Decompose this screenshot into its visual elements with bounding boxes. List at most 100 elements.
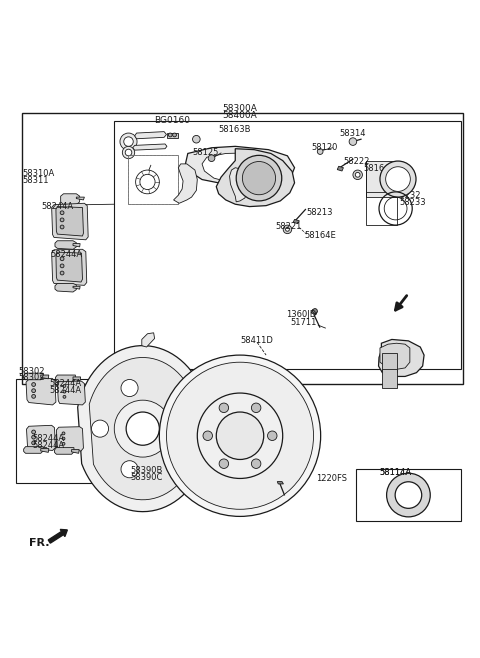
Circle shape (219, 403, 228, 413)
Circle shape (395, 482, 422, 509)
Polygon shape (229, 168, 249, 202)
Text: 58232: 58232 (394, 191, 420, 200)
Text: 58302: 58302 (18, 373, 45, 382)
Polygon shape (24, 373, 43, 380)
Text: FR.: FR. (29, 538, 49, 547)
Text: BG0160: BG0160 (154, 116, 190, 124)
Text: 58302: 58302 (18, 367, 45, 376)
Circle shape (173, 133, 177, 137)
Text: 58314: 58314 (340, 129, 366, 138)
Polygon shape (174, 164, 197, 203)
Polygon shape (133, 144, 167, 150)
Circle shape (317, 149, 323, 155)
Circle shape (63, 384, 66, 388)
Circle shape (197, 393, 283, 478)
Circle shape (32, 382, 36, 386)
Circle shape (32, 389, 36, 393)
Text: 58244A: 58244A (32, 441, 64, 449)
Circle shape (120, 133, 137, 150)
Polygon shape (24, 447, 43, 453)
Polygon shape (55, 241, 76, 249)
Circle shape (159, 355, 321, 517)
Circle shape (216, 412, 264, 459)
Circle shape (286, 228, 289, 231)
Circle shape (32, 430, 36, 434)
Text: 58244A: 58244A (32, 434, 64, 443)
Polygon shape (277, 482, 284, 484)
Circle shape (60, 211, 64, 215)
Text: 51711: 51711 (290, 318, 317, 327)
Circle shape (124, 137, 133, 146)
Circle shape (60, 225, 64, 229)
Circle shape (126, 412, 159, 445)
Polygon shape (73, 243, 80, 247)
Circle shape (349, 138, 357, 145)
Polygon shape (337, 166, 343, 171)
Bar (114, 121, 461, 369)
Polygon shape (185, 146, 295, 188)
Circle shape (121, 461, 138, 478)
Text: 1360JD: 1360JD (287, 311, 317, 319)
Polygon shape (41, 375, 49, 379)
Text: 58244A: 58244A (49, 379, 82, 388)
Bar (16, 379, 138, 483)
Circle shape (219, 459, 228, 468)
Circle shape (267, 431, 277, 440)
Text: 58411D: 58411D (240, 336, 273, 345)
Polygon shape (142, 333, 155, 347)
Circle shape (32, 395, 36, 398)
Text: 58244A: 58244A (49, 386, 82, 395)
Circle shape (386, 473, 430, 517)
Circle shape (122, 146, 135, 159)
Circle shape (60, 257, 64, 261)
Circle shape (385, 166, 410, 191)
Text: 58390C: 58390C (130, 473, 162, 482)
Circle shape (203, 431, 213, 440)
Circle shape (62, 442, 65, 445)
Polygon shape (60, 194, 80, 205)
Circle shape (32, 441, 36, 445)
Text: 58114A: 58114A (379, 468, 411, 477)
Polygon shape (73, 286, 80, 289)
Text: 58390B: 58390B (130, 466, 162, 475)
Text: 58120: 58120 (311, 143, 337, 152)
Circle shape (353, 170, 362, 180)
Circle shape (32, 436, 36, 439)
Polygon shape (26, 425, 56, 451)
Text: 58164E: 58164E (304, 231, 336, 240)
Text: 58311: 58311 (23, 176, 49, 186)
Polygon shape (366, 161, 399, 197)
Text: 58114A: 58114A (379, 468, 411, 477)
Circle shape (121, 380, 138, 397)
Circle shape (380, 161, 416, 197)
Text: 58221: 58221 (276, 222, 302, 232)
Polygon shape (135, 132, 167, 139)
Bar (383, 369, 396, 388)
Circle shape (208, 155, 215, 161)
Circle shape (60, 264, 64, 268)
Circle shape (236, 155, 282, 201)
Polygon shape (41, 449, 49, 452)
Circle shape (242, 161, 276, 195)
Polygon shape (379, 340, 424, 376)
Polygon shape (72, 449, 79, 453)
Polygon shape (216, 149, 295, 207)
Polygon shape (55, 284, 76, 292)
Circle shape (252, 459, 261, 468)
Polygon shape (89, 357, 200, 500)
Text: 58163B: 58163B (219, 125, 251, 134)
Circle shape (168, 133, 172, 137)
Text: 58222: 58222 (343, 157, 370, 166)
Circle shape (62, 432, 65, 435)
Circle shape (312, 309, 317, 313)
Circle shape (192, 136, 200, 143)
Text: 58310A: 58310A (23, 169, 55, 178)
Text: 58400A: 58400A (223, 111, 257, 120)
Circle shape (63, 395, 66, 398)
Text: 1220FS: 1220FS (316, 474, 347, 483)
Polygon shape (56, 207, 84, 236)
Polygon shape (56, 375, 75, 382)
Circle shape (60, 271, 64, 275)
Circle shape (60, 218, 64, 222)
Polygon shape (293, 219, 300, 224)
